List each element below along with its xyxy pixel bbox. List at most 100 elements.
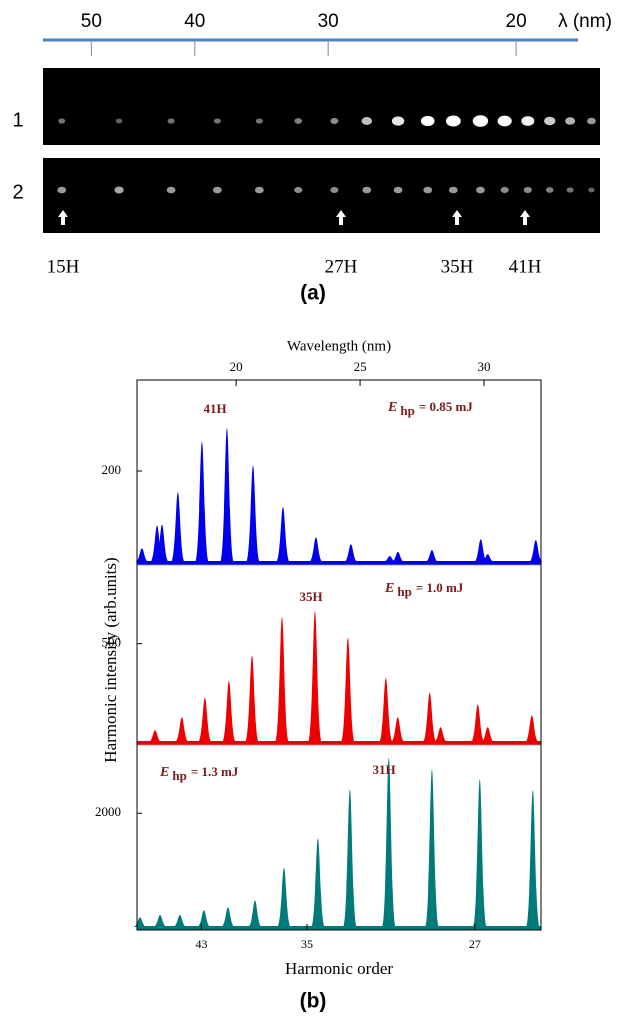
peak xyxy=(173,915,187,927)
spot xyxy=(394,187,403,194)
peak xyxy=(341,638,355,742)
peak xyxy=(382,758,396,927)
peak xyxy=(133,917,147,927)
harmonic-label: 41H xyxy=(509,256,542,277)
spot xyxy=(167,187,176,194)
spot xyxy=(446,115,461,126)
energy-value: = 1.3 mJ xyxy=(191,764,239,779)
energy-symbol: E xyxy=(159,765,169,780)
peak xyxy=(248,901,262,927)
y-tick-label: 500 xyxy=(102,635,122,650)
spot xyxy=(476,187,485,194)
peak xyxy=(220,428,234,562)
peak xyxy=(171,492,185,562)
x-tick-label: 40 xyxy=(184,11,205,32)
peak xyxy=(175,717,189,742)
peak xyxy=(311,839,325,927)
caption: (a) xyxy=(300,282,326,305)
strip-2 xyxy=(43,158,600,233)
spot xyxy=(58,118,65,123)
peak-label: 35H xyxy=(299,589,322,604)
peak xyxy=(198,698,212,742)
peak xyxy=(473,779,487,927)
figure: 1 2 λ (nm) (a) Wavelength (nm) Harmonic … xyxy=(0,0,626,1022)
spot xyxy=(501,187,509,193)
spot xyxy=(57,187,66,194)
spot xyxy=(473,115,488,127)
peak xyxy=(277,868,291,927)
spot xyxy=(294,118,302,124)
peak xyxy=(391,717,405,742)
row-label: 1 xyxy=(12,109,23,131)
peak xyxy=(221,907,235,927)
energy-subscript: hp xyxy=(397,584,411,599)
spot xyxy=(449,187,458,194)
spot xyxy=(546,187,554,193)
x-tick-label: 20 xyxy=(506,11,527,32)
spot xyxy=(521,116,534,126)
baseline-fill xyxy=(137,741,541,745)
spot xyxy=(567,187,574,192)
peak xyxy=(379,678,393,742)
peak xyxy=(222,681,236,742)
peak xyxy=(148,730,162,742)
x-tick-label: 50 xyxy=(81,11,102,32)
peak xyxy=(308,611,322,742)
harmonic-label: 35H xyxy=(441,256,474,277)
x2-tick-label: 20 xyxy=(230,359,243,374)
peak-label: 31H xyxy=(372,762,395,777)
spot xyxy=(498,116,512,127)
spot xyxy=(588,188,594,193)
spot xyxy=(421,116,435,126)
spot xyxy=(214,118,221,123)
spot xyxy=(423,187,432,194)
energy-symbol: E xyxy=(384,581,394,596)
peak xyxy=(526,790,540,927)
energy-subscript: hp xyxy=(172,768,186,783)
peak xyxy=(423,693,437,742)
strip-1 xyxy=(43,68,600,145)
peak xyxy=(275,617,289,742)
y-tick-label: 2000 xyxy=(95,804,121,819)
x-tick-label: 30 xyxy=(318,11,339,32)
energy-value: = 1.0 mJ xyxy=(416,580,464,595)
peak xyxy=(425,550,439,562)
spot xyxy=(294,187,302,193)
x-tick-label: 43 xyxy=(195,937,207,951)
spot xyxy=(392,116,404,125)
peak xyxy=(276,507,290,562)
spot xyxy=(116,119,122,124)
energy-symbol: E xyxy=(387,400,397,415)
baseline-fill xyxy=(137,926,541,930)
x2-tick-label: 30 xyxy=(477,359,490,374)
y-tick-label: 200 xyxy=(102,462,122,477)
energy-subscript: hp xyxy=(400,403,414,418)
spot xyxy=(565,117,575,125)
spot xyxy=(362,117,373,125)
x-tick-label: 35 xyxy=(301,937,313,951)
spot xyxy=(330,118,338,124)
energy-value: = 0.85 mJ xyxy=(419,399,473,414)
peak xyxy=(344,544,358,562)
spot xyxy=(168,118,175,123)
y-axis-label: Harmonic intensity (arb.units) xyxy=(101,557,120,762)
peak xyxy=(246,466,260,562)
peak-label: 41H xyxy=(203,401,226,416)
peak xyxy=(309,537,323,562)
spot xyxy=(524,187,532,193)
peak xyxy=(434,727,448,742)
row-label: 2 xyxy=(12,181,23,203)
x-axis-label: λ (nm) xyxy=(558,11,612,32)
spot xyxy=(362,187,371,194)
spot xyxy=(544,117,555,125)
peak xyxy=(425,769,439,927)
peak xyxy=(525,715,539,742)
spot xyxy=(114,186,123,193)
peak xyxy=(343,789,357,927)
peak xyxy=(471,705,485,742)
spot xyxy=(256,118,263,123)
spot xyxy=(255,187,264,194)
spot xyxy=(213,187,222,194)
page: 1 2 λ (nm) (a) Wavelength (nm) Harmonic … xyxy=(0,0,626,1022)
